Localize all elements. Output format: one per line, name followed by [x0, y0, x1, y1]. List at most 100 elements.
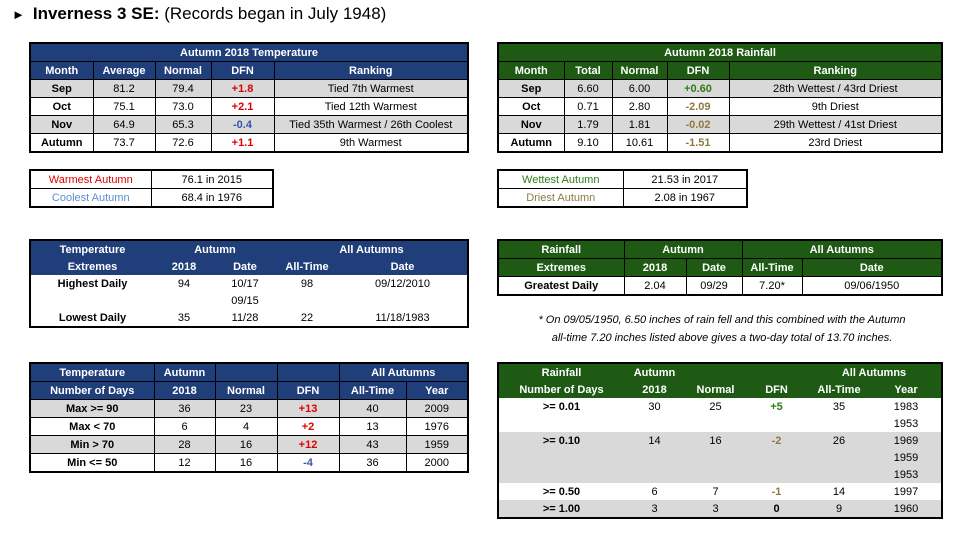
temperature-days-table: Temperature Autumn All Autumns Number of… [29, 362, 469, 473]
cell: 22 [300, 311, 314, 324]
cell: 0.71 [563, 97, 613, 116]
cell: 1953 [871, 466, 942, 483]
cell: -0.4 [210, 115, 275, 134]
header-cell: 2018 [153, 381, 216, 400]
cell: 75.1 [92, 97, 156, 116]
cell: 16 [685, 432, 746, 449]
header-cell: Date [214, 258, 277, 275]
cell: 1983 [893, 400, 919, 413]
cell: 2000 [405, 453, 469, 473]
cell: 1959 [871, 449, 942, 466]
cell: 7.20* [741, 276, 803, 296]
cell: 16 [214, 435, 278, 454]
table-row: Coolest Autumn 68.4 in 1976 [29, 188, 274, 208]
table-row: Wettest Autumn 21.53 in 2017 [497, 169, 748, 189]
table-row: Autumn 73.7 72.6 +1.1 9th Warmest [29, 133, 469, 153]
temperature-caption: Autumn 2018 Temperature [29, 42, 469, 62]
temperature-extremes-table: Temperature Autumn All Autumns Extremes … [29, 239, 469, 328]
wettest-label: Wettest Autumn [497, 169, 624, 189]
cell: 09/29 [685, 276, 743, 296]
cell: 72.6 [154, 133, 212, 153]
rainfall-caption: Autumn 2018 Rainfall [497, 42, 943, 62]
cell: 98 [300, 277, 314, 290]
driest-label: Driest Autumn [497, 188, 624, 208]
table-row: Sep 81.2 79.4 +1.8 Tied 7th Warmest [29, 79, 469, 98]
cell: 14 [832, 485, 846, 498]
cell: 09/12/2010 [374, 277, 431, 290]
cell: 9th Driest [728, 97, 943, 116]
cell: 23rd Driest [728, 133, 943, 153]
table-row: Highest Daily 94 10/17 98 09/12/2010 [30, 275, 468, 292]
cell: 9th Warmest [273, 133, 469, 153]
cell: -2 [746, 432, 807, 449]
header-cell: Rainfall [497, 239, 625, 259]
rainfall-extremes-table: Rainfall Autumn All Autumns Extremes 201… [497, 239, 943, 296]
header-cell: All-Time [276, 258, 339, 275]
cell: +2.1 [210, 97, 275, 116]
header-cell: Normal [685, 381, 746, 398]
cell: Max >= 90 [29, 399, 155, 418]
col-header: Month [29, 61, 94, 80]
cell: >= 0.10 [498, 432, 624, 449]
cell: Sep [497, 79, 565, 98]
header-cell: All-Time [338, 381, 407, 400]
cell: 4 [214, 417, 278, 436]
cell: 1976 [405, 417, 469, 436]
table-row: Max >= 90 36 23 +13 40 2009 [29, 399, 469, 418]
header-cell: Number of Days [498, 381, 624, 398]
cell: >= 1.00 [498, 500, 624, 518]
table-row: Autumn 9.10 10.61 -1.51 23rd Driest [497, 133, 943, 153]
coolest-value: 68.4 in 1976 [150, 188, 274, 208]
table-row: >= 1.00 3 3 0 9 1960 [498, 500, 942, 518]
header-cell: Temperature [29, 362, 155, 382]
header-cell: Autumn [153, 362, 216, 382]
cell: 40 [338, 399, 407, 418]
cell: Min <= 50 [29, 453, 155, 473]
cell: 28th Wettest / 43rd Driest [728, 79, 943, 98]
header-cell: Rainfall [498, 363, 624, 381]
col-header: Ranking [728, 61, 943, 80]
header-cell: Number of Days [29, 381, 155, 400]
table-row: Max < 70 6 4 +2 13 1976 [29, 417, 469, 436]
cell: 1969 [871, 432, 942, 449]
table-row: 1953 [498, 415, 942, 432]
cell: 43 [338, 435, 407, 454]
header-cell: Autumn [154, 240, 277, 258]
header-cell: Autumn [624, 363, 685, 381]
cell: 23 [214, 399, 278, 418]
table-row: 1953 [498, 466, 942, 483]
cell: Highest Daily [57, 277, 128, 290]
cell: 09/15 [231, 294, 259, 307]
cell: 0 [746, 500, 807, 518]
temperature-records: Warmest Autumn 76.1 in 2015 Coolest Autu… [29, 169, 274, 208]
header-cell: 2018 [624, 381, 685, 398]
table-row: Nov 64.9 65.3 -0.4 Tied 35th Warmest / 2… [29, 115, 469, 134]
header-cell: All Autumns [338, 362, 469, 382]
cell: 6.60 [563, 79, 613, 98]
station-name: Inverness 3 SE: [32, 4, 160, 23]
cell: +2 [276, 417, 340, 436]
wettest-value: 21.53 in 2017 [622, 169, 748, 189]
cell: 3 [624, 500, 685, 518]
records-note: (Records began in July 1948) [164, 4, 387, 23]
table-row: Lowest Daily 35 11/28 22 11/18/1983 [30, 309, 468, 327]
table-row: Sep 6.60 6.00 +0.60 28th Wettest / 43rd … [497, 79, 943, 98]
cell: 09/06/1950 [801, 276, 943, 296]
warmest-value: 76.1 in 2015 [150, 169, 274, 189]
cell: 11/28 [231, 311, 259, 324]
header-cell: Date [685, 258, 743, 277]
header-cell: 2018 [154, 258, 214, 275]
header-cell: Extremes [497, 258, 625, 277]
cell: -1 [771, 485, 782, 498]
table-row: Warmest Autumn 76.1 in 2015 [29, 169, 274, 189]
rainfall-days-table: Rainfall Autumn All Autumns Number of Da… [497, 362, 943, 519]
cell: 1.79 [563, 115, 613, 134]
cell: 64.9 [92, 115, 156, 134]
header-cell: DFN [746, 381, 807, 398]
cell: Lowest Daily [58, 311, 127, 324]
cell: Nov [497, 115, 565, 134]
table-row: Min > 70 28 16 +12 43 1959 [29, 435, 469, 454]
cell: 7 [712, 485, 719, 498]
footnote-line: all-time 7.20 inches listed above gives … [551, 332, 893, 344]
coolest-label: Coolest Autumn [29, 188, 152, 208]
